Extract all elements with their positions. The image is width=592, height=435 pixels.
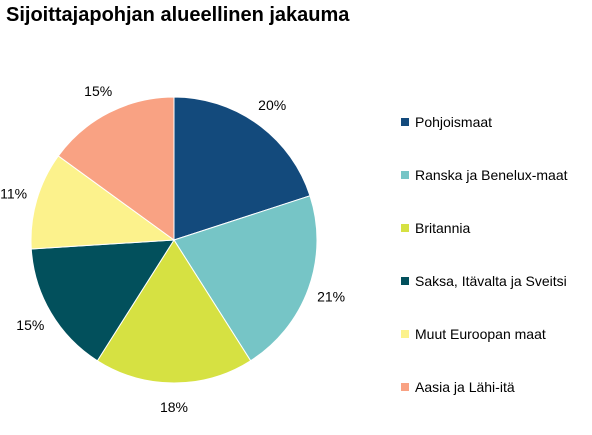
legend-swatch bbox=[401, 223, 409, 232]
legend-item: Ranska ja Benelux-maat bbox=[401, 148, 591, 201]
legend-label: Muut Euroopan maat bbox=[415, 325, 546, 342]
legend-label: Pohjoismaat bbox=[415, 113, 493, 130]
legend-swatch bbox=[401, 117, 409, 126]
legend-label: Aasia ja Lähi-itä bbox=[415, 378, 515, 395]
pie-slice-4 bbox=[30, 239, 175, 362]
pie-slice-3 bbox=[96, 239, 252, 384]
data-label-1: 20% bbox=[258, 97, 286, 113]
legend-swatch bbox=[401, 276, 409, 285]
legend-item: Saksa, Itävalta ja Sveitsi bbox=[401, 254, 591, 307]
pie-slice-5 bbox=[30, 155, 176, 250]
legend-swatch bbox=[401, 170, 409, 179]
legend-swatch bbox=[401, 382, 409, 391]
legend-swatch bbox=[401, 329, 409, 338]
legend-label: Britannia bbox=[415, 219, 471, 236]
data-label-6: 15% bbox=[84, 83, 112, 99]
data-label-5: 11% bbox=[0, 185, 27, 201]
pie-slice-6 bbox=[57, 96, 175, 241]
legend-item: Britannia bbox=[401, 201, 591, 254]
legend-item: Aasia ja Lähi-itä bbox=[401, 360, 591, 413]
chart-title: Sijoittajapohjan alueellinen jakauma bbox=[6, 4, 350, 26]
legend-label: Ranska ja Benelux-maat bbox=[415, 166, 568, 183]
data-label-2: 21% bbox=[317, 289, 345, 305]
legend: Pohjoismaat Ranska ja Benelux-maat Britann… bbox=[401, 95, 591, 413]
legend-item: Pohjoismaat bbox=[401, 95, 591, 148]
pie-slice-2 bbox=[173, 195, 318, 362]
legend-item: Muut Euroopan maat bbox=[401, 307, 591, 360]
data-label-3: 18% bbox=[160, 399, 188, 415]
data-label-4: 15% bbox=[16, 317, 44, 333]
pie-slice-1 bbox=[173, 96, 311, 241]
legend-label: Saksa, Itävalta ja Sveitsi bbox=[415, 272, 567, 289]
